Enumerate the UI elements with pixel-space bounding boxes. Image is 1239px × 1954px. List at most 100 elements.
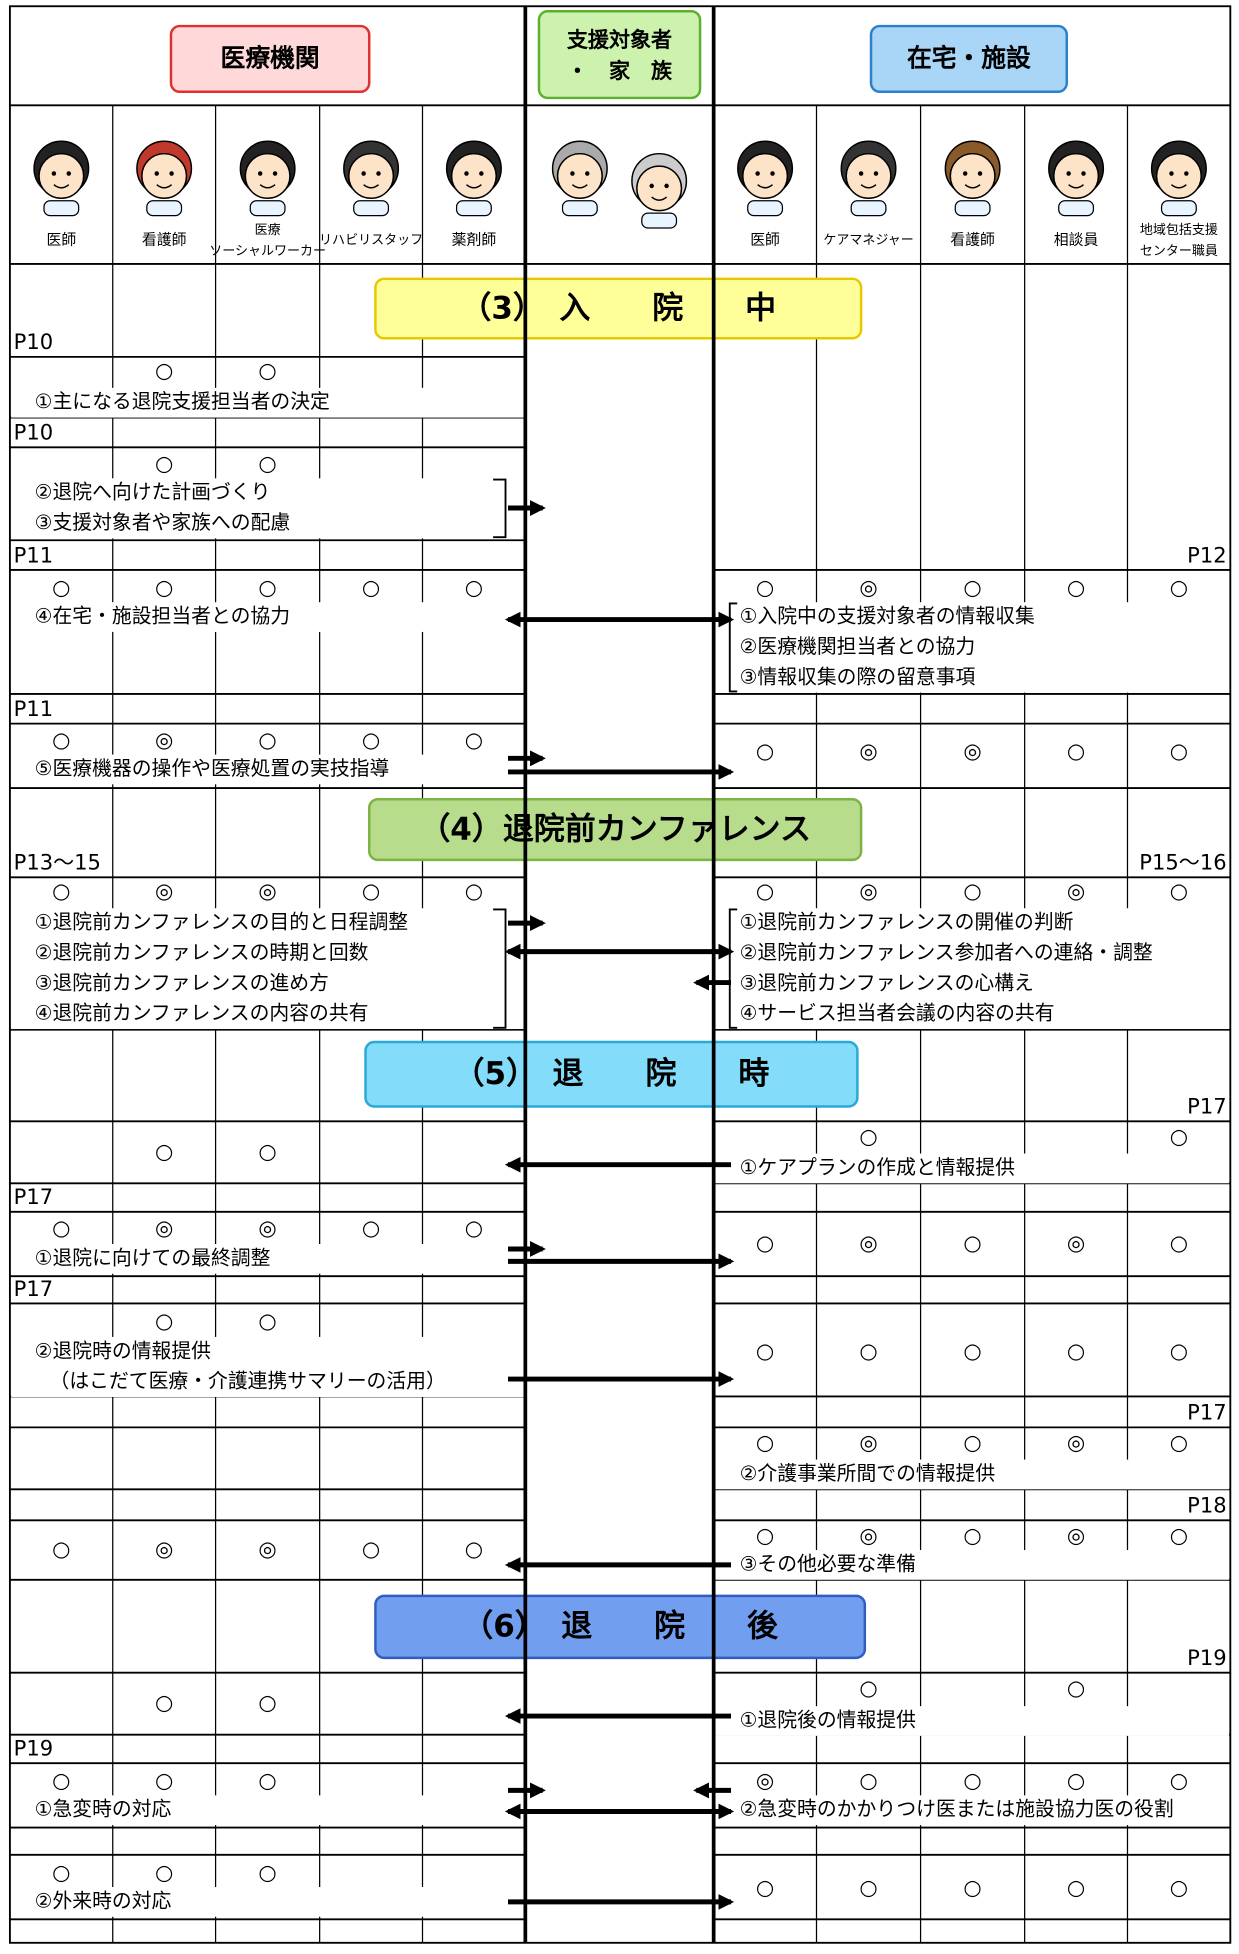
role-mark: ○ [362, 1215, 380, 1240]
role-mark: ○ [756, 878, 774, 903]
task-item: ③その他必要な準備 [740, 1552, 916, 1575]
role-mark: ◎ [1067, 878, 1085, 903]
role-label: 医師 [750, 230, 780, 248]
role-mark: ○ [52, 1768, 70, 1793]
role-mark: ◎ [1067, 1522, 1085, 1547]
page-ref: P17 [14, 1184, 53, 1209]
person-icon [249, 200, 286, 217]
page-ref: P11 [14, 696, 53, 721]
person-icon [571, 184, 588, 189]
role-mark: ○ [963, 1522, 981, 1547]
role-mark: ○ [155, 1859, 173, 1884]
item-backing [11, 478, 525, 539]
section-banner [374, 277, 863, 340]
role-mark: ○ [258, 1690, 276, 1715]
role-mark: ○ [155, 1690, 173, 1715]
task-item: ③退院前カンファレンスの心構え [740, 971, 1034, 994]
role-mark: ○ [52, 878, 70, 903]
person-icon [977, 171, 983, 176]
person-icon [636, 165, 683, 212]
person-icon [954, 200, 991, 217]
role-mark: ○ [155, 1768, 173, 1793]
role-mark: ○ [963, 1768, 981, 1793]
person-icon [1068, 184, 1084, 189]
item-backing [714, 1706, 1230, 1736]
role-mark: ○ [52, 575, 70, 600]
role-mark: ○ [859, 1874, 877, 1899]
task-item: ①退院後の情報提供 [740, 1709, 916, 1732]
role-mark: ○ [52, 1536, 70, 1561]
role-mark: ○ [1170, 878, 1188, 903]
item-backing [714, 908, 1230, 1030]
role-mark: ◎ [155, 1215, 173, 1240]
role-mark: ○ [362, 1536, 380, 1561]
person-icon [964, 184, 981, 189]
role-mark: ○ [362, 727, 380, 752]
task-item: ①入院中の支援対象者の情報収集 [740, 605, 1035, 628]
task-item: ②医療機関担当者との協力 [740, 635, 976, 658]
person-icon [1160, 200, 1197, 217]
person-icon [651, 196, 668, 201]
task-item: ②退院時の情報提供 [35, 1339, 211, 1362]
role-mark: ○ [1170, 575, 1188, 600]
role-label: ケアマネジャー [823, 233, 913, 248]
role-mark: ○ [756, 1338, 774, 1363]
task-item: ①ケアプランの作成と情報提供 [740, 1156, 1015, 1179]
task-item: ①急変時の対応 [35, 1798, 172, 1821]
role-mark: ○ [258, 727, 276, 752]
person-icon [570, 171, 575, 176]
person-icon [353, 200, 390, 217]
role-mark: ○ [1170, 1874, 1188, 1899]
person-icon [455, 200, 492, 217]
role-mark: ◎ [756, 1768, 774, 1793]
role-mark: ○ [1067, 1768, 1085, 1793]
role-label: 医師 [46, 230, 76, 248]
person-icon [156, 184, 173, 189]
person-icon [466, 184, 482, 189]
role-mark: ◎ [859, 1429, 877, 1454]
person-icon [949, 152, 996, 200]
role-mark: ○ [155, 1308, 173, 1333]
page-ref: P15～16 [1139, 850, 1226, 875]
role-mark: ◎ [859, 878, 877, 903]
role-label: 地域包括支援 [1140, 223, 1218, 238]
person-icon [244, 152, 291, 200]
section-title: （5） 退 院 時 [454, 1056, 770, 1092]
role-mark: ○ [52, 1859, 70, 1884]
role-mark: ○ [465, 1215, 483, 1240]
role-mark: ○ [465, 575, 483, 600]
item-backing [714, 1459, 1230, 1490]
item-backing [714, 602, 1230, 693]
role-mark: ○ [756, 738, 774, 763]
role-mark: ◎ [859, 738, 877, 763]
role-mark: ◎ [859, 1522, 877, 1547]
role-mark: ○ [155, 358, 173, 383]
task-item: （はこだて医療・介護連携サマリーの活用） [50, 1370, 446, 1393]
task-item: ②退院前カンファレンスの時期と回数 [35, 941, 369, 964]
person-icon [141, 152, 188, 200]
role-mark: ○ [258, 575, 276, 600]
task-item: ⑤医療機器の操作や医療処置の実技指導 [35, 757, 390, 780]
role-mark: ○ [756, 1429, 774, 1454]
role-mark: ○ [1170, 1123, 1188, 1148]
page-ref: P17 [14, 1276, 53, 1301]
grid [9, 104, 1231, 1943]
person-icon [770, 171, 775, 176]
page-ref: P12 [1187, 542, 1226, 567]
role-mark: ◎ [963, 738, 981, 763]
role-mark: ○ [859, 1675, 877, 1700]
role-mark: ◎ [258, 1536, 276, 1561]
task-item: ②外来時の対応 [35, 1889, 172, 1912]
task-item: ②退院前カンファレンス参加者への連絡・調整 [740, 941, 1153, 964]
role-mark: ○ [1170, 1522, 1188, 1547]
patient-header: ・ 家 族 [567, 58, 673, 83]
person-icon [664, 183, 669, 189]
person-icon [348, 152, 395, 200]
person-icon [1184, 171, 1189, 176]
item-backing [714, 1795, 1230, 1826]
page-ref: P10 [14, 329, 53, 354]
page-ref: P19 [14, 1736, 53, 1761]
role-mark: ○ [963, 1338, 981, 1363]
bracket [493, 908, 507, 1029]
